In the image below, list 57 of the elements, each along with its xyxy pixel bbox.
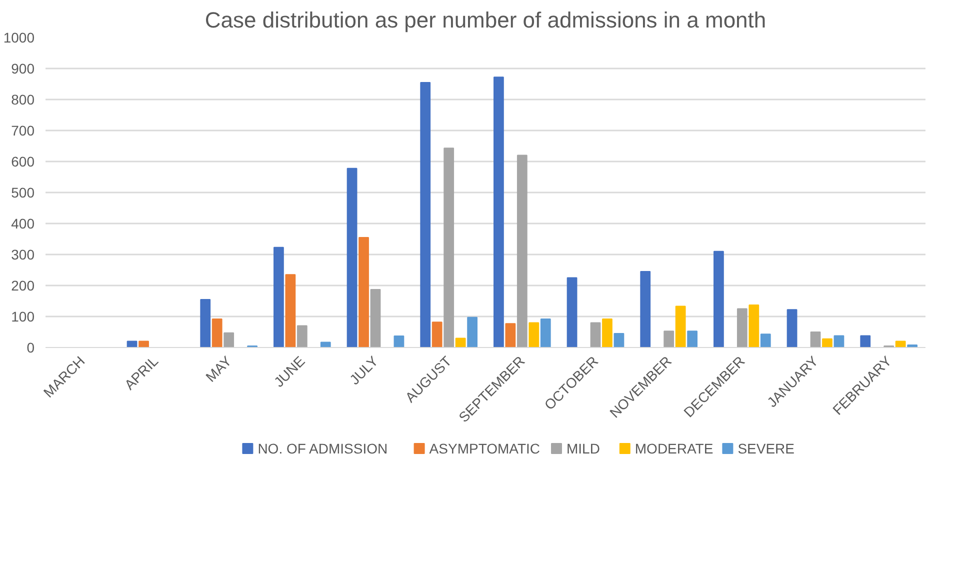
bar [420, 82, 431, 348]
bar [736, 308, 748, 348]
legend-label: NO. OF ADMISSION [258, 440, 388, 456]
chart-title: Case distribution as per number of admissions in a month [204, 8, 766, 32]
legend-label: MILD [566, 440, 600, 456]
bar [320, 342, 331, 348]
bar [822, 338, 832, 348]
bar [274, 246, 284, 348]
legend-label: ASYMPTOMATIC [429, 440, 540, 456]
legend-label: SEVERE [738, 440, 795, 456]
y-tick-label: 400 [11, 216, 35, 232]
bar [528, 322, 540, 348]
bar [895, 340, 906, 348]
bar [394, 336, 404, 348]
y-tick-label: 500 [11, 184, 35, 200]
y-tick-label: 800 [11, 92, 35, 108]
y-tick-label: 0 [26, 340, 35, 356]
bar [212, 318, 222, 348]
bar [810, 332, 821, 348]
bar [285, 274, 296, 348]
y-tick-label: 100 [11, 308, 35, 324]
bar [760, 334, 771, 348]
bar [614, 333, 624, 348]
bar [200, 298, 211, 348]
legend-label: MODERATE [634, 440, 714, 456]
bar [540, 318, 551, 348]
bar [602, 318, 612, 348]
bar [370, 289, 381, 348]
bar [467, 316, 478, 348]
bar [358, 236, 369, 348]
y-tick-label: 700 [11, 122, 35, 138]
bar [590, 322, 601, 348]
bar [224, 332, 234, 348]
bar [516, 154, 528, 348]
bar [748, 304, 760, 348]
bar [138, 340, 149, 348]
bar [687, 330, 698, 348]
y-tick-label: 1000 [3, 30, 35, 46]
bar [786, 309, 798, 348]
bar [505, 323, 516, 348]
bar [346, 168, 358, 348]
bar [566, 277, 578, 348]
y-tick-label: 900 [11, 60, 35, 76]
bar [640, 271, 651, 348]
bar [664, 330, 674, 348]
bar [296, 325, 308, 348]
y-tick-label: 300 [11, 246, 35, 262]
bar [834, 335, 844, 348]
y-tick-label: 200 [11, 278, 35, 294]
y-tick-label: 600 [11, 154, 35, 170]
bar [714, 250, 724, 348]
bar [455, 338, 466, 348]
bar [444, 148, 454, 348]
bar [494, 76, 504, 348]
bar [432, 322, 442, 348]
bar [860, 335, 871, 348]
bar [675, 306, 686, 348]
